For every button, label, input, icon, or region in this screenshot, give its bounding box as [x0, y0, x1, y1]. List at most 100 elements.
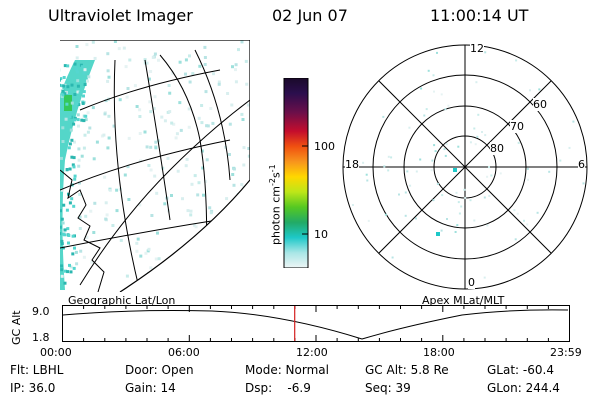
polar-spot [453, 168, 457, 172]
emission-pixel [65, 91, 68, 94]
emission-pixel [200, 121, 204, 125]
polar-pixel [446, 218, 448, 220]
aurora-pixel [60, 242, 64, 246]
aurora-pixel [68, 201, 72, 205]
emission-pixel [202, 193, 205, 197]
polar-pixel [444, 108, 447, 111]
emission-pixel [89, 209, 93, 213]
polar-pixel [481, 131, 483, 133]
emission-pixel [147, 247, 151, 251]
polar-pixel [404, 214, 407, 217]
aurora-pixel [61, 246, 65, 250]
emission-pixel [219, 268, 223, 272]
emission-pixel [75, 56, 79, 60]
polar-pixel [464, 196, 467, 199]
emission-pixel [187, 125, 191, 129]
aurora-pixel [60, 83, 61, 87]
polar-pixel [526, 223, 529, 226]
emission-pixel [79, 249, 83, 253]
emission-pixel [70, 101, 74, 105]
emission-pixel [154, 257, 158, 261]
emission-pixel [113, 40, 117, 43]
emission-pixel [108, 188, 112, 192]
colorbar [283, 78, 309, 268]
aurora-pixel [51, 202, 54, 205]
emission-pixel [246, 103, 250, 107]
aurora-pixel [67, 146, 71, 150]
emission-pixel [188, 80, 192, 84]
emission-pixel [157, 257, 161, 261]
emission-pixel [86, 79, 89, 83]
emission-pixel [77, 124, 80, 128]
aurora-pixel [62, 76, 66, 79]
emission-pixel [150, 214, 154, 217]
mlt-label-0: 0 [468, 276, 475, 289]
emission-pixel [78, 181, 81, 185]
aurora-pixel [60, 264, 64, 268]
emission-pixel [211, 121, 215, 125]
emission-pixel [172, 122, 176, 126]
polar-pixel [513, 209, 516, 212]
emission-pixel [83, 68, 87, 72]
emission-pixel [171, 71, 175, 75]
aurora-pixel [51, 163, 54, 166]
emission-pixel [74, 250, 78, 254]
emission-pixel [152, 107, 156, 111]
emission-pixel [126, 87, 130, 90]
aurora-pixel [84, 114, 88, 118]
aurora-pixel [71, 252, 75, 256]
emission-pixel [85, 236, 89, 239]
polar-pixel [445, 143, 448, 146]
aurora-pixel [82, 71, 86, 75]
emission-pixel [149, 266, 153, 270]
polar-pixel [568, 146, 571, 149]
emission-pixel [138, 115, 142, 118]
date-label: 02 Jun 07 [272, 6, 348, 25]
aurora-pixel [70, 138, 74, 142]
polar-pixel [490, 174, 493, 177]
emission-pixel [190, 182, 194, 186]
polar-pixel [463, 188, 466, 191]
polar-pixel [427, 69, 430, 72]
timeline-x-tick-2359: 23:59 [550, 346, 582, 359]
emission-pixel [232, 205, 236, 209]
aurora-pixel [51, 206, 54, 209]
aurora-pixel [45, 251, 48, 254]
aurora-pixel [76, 84, 80, 88]
emission-pixel [149, 168, 153, 172]
glon-readout: GLon: 244.4 [487, 381, 560, 395]
aurora-pixel [65, 168, 69, 171]
emission-pixel [77, 147, 81, 151]
aurora-pixel [47, 169, 50, 172]
emission-pixel [60, 274, 64, 278]
emission-pixel [75, 262, 79, 266]
emission-pixel [202, 257, 206, 261]
aurora-pixel [64, 269, 67, 273]
emission-pixel [234, 68, 237, 72]
aurora-pixel [66, 270, 70, 274]
emission-pixel [205, 124, 209, 128]
emission-pixel [184, 58, 188, 62]
aurora-pixel [50, 176, 53, 179]
emission-pixel [84, 214, 88, 218]
colorbar-tick-label-10: 10 [314, 228, 328, 241]
aurora-pixel [51, 277, 54, 280]
aurora-pixel [80, 118, 84, 122]
emission-pixel [225, 197, 229, 201]
polar-pixel [404, 191, 407, 194]
geographic-map [45, 40, 250, 292]
aurora-pixel [55, 241, 58, 244]
polar-pixel [415, 170, 418, 173]
polar-pixel [514, 238, 517, 241]
colorbar-unit-label: photon cm-2s-1 [268, 164, 283, 245]
emission-pixel [206, 124, 210, 128]
emission-pixel [187, 107, 191, 111]
polar-pixel [365, 173, 368, 176]
emission-pixel [155, 191, 159, 195]
emission-pixel [125, 274, 129, 278]
aurora-pixel [49, 228, 52, 231]
emission-pixel [92, 231, 96, 234]
polar-pixel [366, 179, 369, 182]
aurora-pixel [80, 65, 84, 69]
emission-pixel [243, 254, 247, 258]
